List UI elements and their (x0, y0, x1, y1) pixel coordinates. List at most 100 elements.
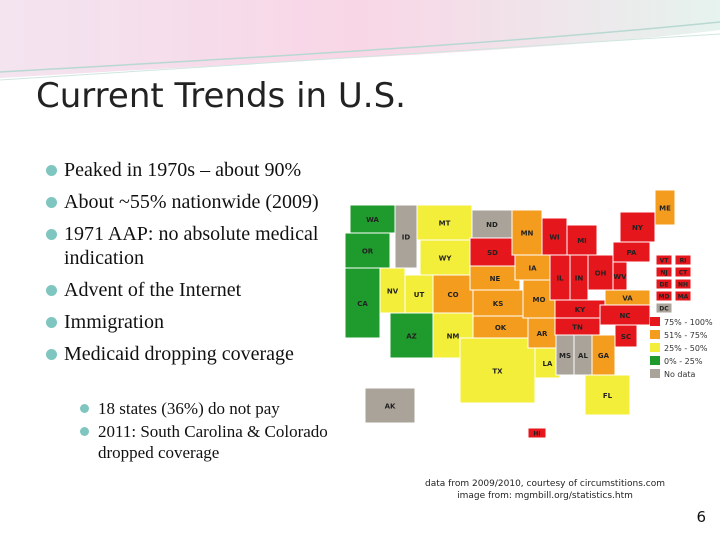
state-shape (459, 337, 536, 404)
legend-label: 25% - 50% (664, 344, 708, 353)
state-shape (389, 312, 434, 359)
state-shape (674, 254, 692, 266)
state-shape (655, 278, 673, 290)
state-label: TN (572, 324, 583, 332)
state-shape (527, 317, 557, 349)
legend-label: 0% - 25% (664, 357, 703, 366)
state-shape (511, 209, 543, 256)
sub-bullet: 18 states (36%) do not pay (78, 398, 378, 419)
state-shape (654, 189, 676, 226)
sub-bullet: 2011: South Carolina & Colorado dropped … (78, 421, 378, 463)
state-shape (349, 204, 396, 234)
state-label: IA (528, 265, 537, 273)
slide-title: Current Trends in U.S. (36, 76, 406, 116)
state-shape (674, 266, 692, 278)
state-shape (655, 302, 673, 314)
state-shape (469, 237, 516, 267)
state-shape (472, 289, 524, 317)
state-shape (364, 387, 416, 424)
state-label: HI (533, 431, 540, 438)
state-label: NH (678, 282, 688, 289)
state-label: AZ (406, 333, 417, 341)
state-label: MD (659, 294, 670, 301)
legend-label: 51% - 75% (664, 331, 708, 340)
header-decoration (0, 0, 720, 81)
legend-label: No data (664, 370, 696, 379)
legend-label: 75% - 100% (664, 318, 713, 327)
state-label: FL (603, 392, 613, 400)
state-label: NC (620, 312, 631, 320)
state-label: IN (575, 275, 584, 283)
state-label: SC (621, 333, 631, 341)
state-label: RI (680, 258, 687, 265)
bullet: Immigration (44, 310, 364, 334)
state-label: NJ (660, 270, 667, 277)
state-label: NY (632, 224, 644, 232)
state-label: LA (543, 360, 553, 368)
state-label: NM (447, 333, 460, 341)
state-label: SD (487, 249, 498, 257)
state-label: CA (357, 300, 368, 308)
caption: image from: mgmbill.org/statistics.htm (457, 491, 633, 501)
state-label: GA (598, 352, 610, 360)
legend-swatch (650, 343, 660, 352)
state-label: AL (578, 352, 588, 360)
bullet: 1971 AAP: no absolute medical indication (44, 222, 364, 270)
legend-swatch (650, 317, 660, 326)
state-label: WI (549, 234, 559, 242)
legend-swatch (650, 356, 660, 365)
state-shape (655, 266, 673, 278)
state-shape (655, 254, 673, 266)
state-label: MA (678, 294, 689, 301)
state-label: NV (387, 288, 399, 296)
state-label: IL (556, 275, 564, 283)
legend-swatch (650, 369, 660, 378)
state-label: MO (533, 296, 546, 304)
state-label: VA (622, 295, 633, 303)
state-shape (471, 209, 513, 239)
state-label: ME (659, 205, 671, 213)
state-shape (344, 232, 391, 269)
state-label: AK (385, 403, 396, 411)
state-shape (419, 239, 471, 276)
state-label: PA (627, 249, 637, 257)
state-label: KY (575, 306, 586, 314)
state-label: WA (366, 216, 379, 224)
state-label: OK (495, 324, 507, 332)
swoosh (0, 0, 720, 78)
bullet: Medicaid dropping coverage (44, 342, 364, 366)
state-label: WY (439, 255, 453, 263)
bullet-list: Peaked in 1970s – about 90% About ~55% na… (44, 158, 364, 374)
state-label: NE (490, 275, 501, 283)
state-label: WV (613, 273, 627, 281)
state-shape (674, 278, 692, 290)
swoosh-line (0, 21, 720, 73)
bullet: Advent of the Internet (44, 278, 364, 302)
state-label: ND (486, 221, 498, 229)
state-shape (619, 211, 656, 243)
state-label: CT (679, 270, 688, 277)
state-label: MT (439, 220, 451, 228)
state-label: DE (659, 282, 668, 289)
state-label: TX (492, 368, 503, 376)
state-label: KS (493, 300, 503, 308)
page-number: 6 (696, 508, 706, 526)
swoosh-line (0, 33, 720, 81)
state-label: UT (414, 291, 425, 299)
state-shape (584, 374, 631, 416)
state-label: MI (577, 237, 587, 245)
state-label: MS (559, 352, 571, 360)
legend-swatch (650, 330, 660, 339)
state-label: ID (402, 234, 411, 242)
state-label: MN (521, 230, 534, 238)
state-label: OH (595, 270, 607, 278)
state-label: CO (447, 291, 458, 299)
state-shape (655, 290, 673, 302)
state-shape (674, 290, 692, 302)
bullet: Peaked in 1970s – about 90% (44, 158, 364, 182)
state-label: DC (659, 306, 669, 313)
state-label: OR (362, 248, 374, 256)
caption: data from 2009/2010, courtesy of circums… (425, 479, 665, 489)
